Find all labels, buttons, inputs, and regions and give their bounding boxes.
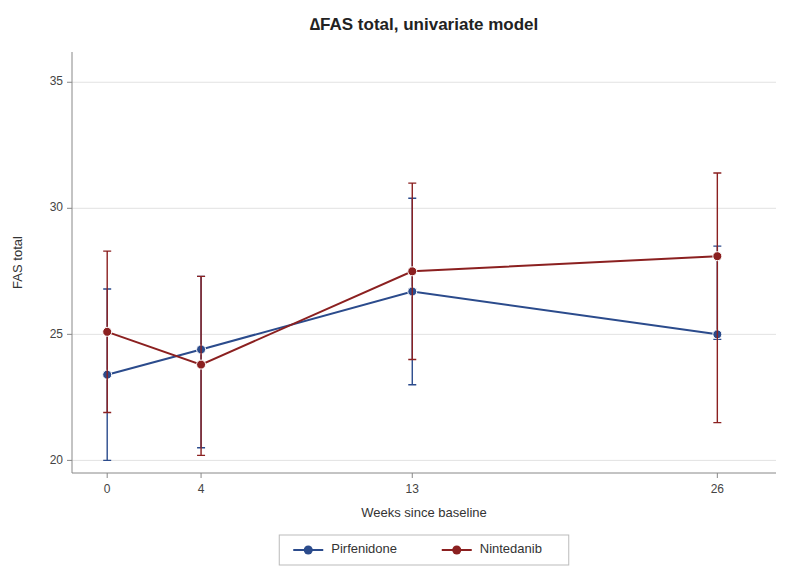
error-bar <box>408 183 416 359</box>
x-tick <box>412 473 413 478</box>
y-axis-title: FAS total <box>10 236 25 289</box>
x-tick-label: 13 <box>406 482 420 496</box>
error-bar <box>103 251 111 412</box>
y-tick <box>67 334 72 335</box>
error-bar <box>713 173 721 423</box>
x-tick <box>717 473 718 478</box>
point <box>408 267 417 276</box>
legend-marker <box>304 546 313 555</box>
legend-label: Pirfenidone <box>331 541 397 556</box>
series <box>103 173 722 455</box>
point <box>103 327 112 336</box>
grid-line <box>72 82 776 83</box>
error-bar <box>197 276 205 455</box>
plot-data <box>103 173 722 460</box>
grid-line <box>72 460 776 461</box>
y-axis-line <box>72 52 73 473</box>
x-tick-label: 0 <box>104 482 111 496</box>
chart-container: 20 25 30 35 0 4 13 26 ∆FAS total, univariate mod… <box>0 0 800 585</box>
legend-marker <box>452 546 461 555</box>
y-tick-label: 30 <box>50 200 64 214</box>
y-tick-label: 25 <box>50 327 64 341</box>
y-tick <box>67 82 72 83</box>
x-tick <box>201 473 202 478</box>
grid-line <box>72 334 776 335</box>
legend-label: Nintedanib <box>480 541 542 556</box>
x-axis-line <box>72 473 776 474</box>
grid <box>72 82 776 460</box>
chart-svg: 20 25 30 35 0 4 13 26 ∆FAS total, univariate mod… <box>0 0 800 585</box>
x-tick-label: 4 <box>198 482 205 496</box>
x-tick <box>107 473 108 478</box>
legend-box <box>279 535 569 565</box>
y-tick <box>67 208 72 209</box>
point <box>197 360 206 369</box>
x-axis-title: Weeks since baseline <box>361 505 487 520</box>
y-tick-label: 20 <box>50 453 64 467</box>
axes: 20 25 30 35 0 4 13 26 <box>50 52 776 496</box>
y-tick-label: 35 <box>50 74 64 88</box>
x-tick-label: 26 <box>711 482 725 496</box>
legend: Pirfenidone Nintedanib <box>279 535 569 565</box>
grid-line <box>72 208 776 209</box>
point <box>713 252 722 261</box>
chart-title: ∆FAS total, univariate model <box>310 15 539 34</box>
y-tick <box>67 460 72 461</box>
